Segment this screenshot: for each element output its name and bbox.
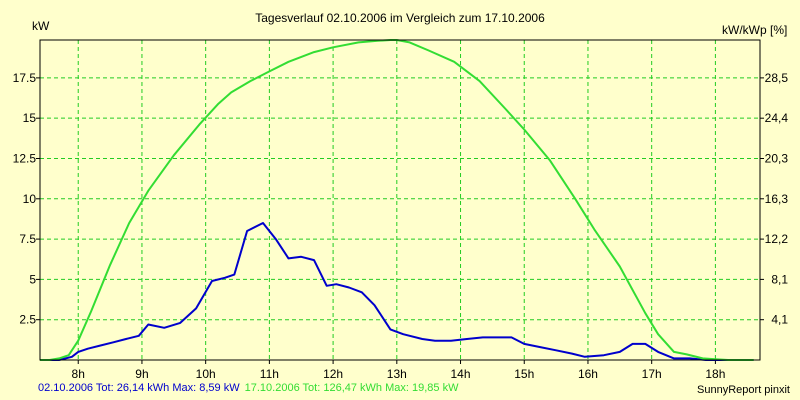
x-tick-label: 13h (387, 367, 407, 381)
y-tick-label: 5 (29, 272, 36, 286)
plot-frame (39, 39, 761, 361)
x-tick-label: 18h (705, 367, 725, 381)
grid (40, 40, 760, 360)
y-tick-label: 7.5 (19, 232, 36, 246)
y2-tick-label: 12,2 (765, 232, 789, 246)
x-tick-label: 17h (642, 367, 662, 381)
x-tick-label: 14h (451, 367, 471, 381)
x-tick-label: 9h (135, 367, 148, 381)
legend: 02.10.2006 Tot: 26,14 kWh Max: 8,59 kW 1… (38, 382, 460, 394)
legend-item-series-2: 17.10.2006 Tot: 126,47 kWh Max: 19,85 kW (244, 382, 459, 394)
y2-tick-label: 24,4 (765, 111, 789, 125)
y2-tick-label: 28,5 (765, 71, 789, 85)
y-axis-left-label: kW (32, 19, 50, 33)
tick-labels: 8h 9h 10h 11h 12h 13h 14h 15h 16h 17h 18h 2.5 4,1 5 8,… (13, 71, 789, 381)
y-axis-right-label: kW/kWp [%] (722, 23, 787, 37)
y-tick-label: 2.5 (19, 313, 36, 327)
x-tick-label: 16h (578, 367, 598, 381)
y2-tick-label: 8,1 (771, 272, 788, 286)
y-tick-label: 15 (23, 111, 37, 125)
y-tick-label: 12.5 (13, 151, 37, 165)
series-line-1 (40, 222, 754, 361)
y-tick-label: 10 (23, 192, 37, 206)
y2-tick-label: 4,1 (771, 313, 788, 327)
x-tick-label: 11h (260, 367, 279, 381)
x-tick-label: 12h (323, 367, 343, 381)
series-line-2 (40, 39, 754, 361)
y2-tick-label: 20,3 (765, 151, 789, 165)
x-tick-label: 8h (72, 367, 85, 381)
x-tick-label: 15h (514, 367, 534, 381)
credit-text: SunnyReport pinxit (697, 384, 790, 396)
x-tick-label: 10h (196, 367, 216, 381)
y2-tick-label: 16,3 (765, 192, 789, 206)
legend-item-series-1: 02.10.2006 Tot: 26,14 kWh Max: 8,59 kW (38, 382, 240, 394)
y-tick-label: 17.5 (13, 71, 37, 85)
series-lines (40, 39, 754, 361)
chart-title: Tagesverlauf 02.10.2006 im Vergleich zum… (255, 11, 545, 25)
